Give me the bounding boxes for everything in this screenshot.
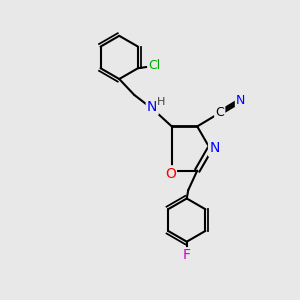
Text: N: N (209, 142, 220, 155)
Text: H: H (157, 98, 165, 107)
Text: F: F (183, 248, 191, 262)
Text: O: O (165, 167, 176, 181)
Text: Cl: Cl (148, 59, 160, 72)
Text: C: C (215, 106, 224, 119)
Text: N: N (147, 100, 158, 114)
Text: N: N (236, 94, 245, 106)
